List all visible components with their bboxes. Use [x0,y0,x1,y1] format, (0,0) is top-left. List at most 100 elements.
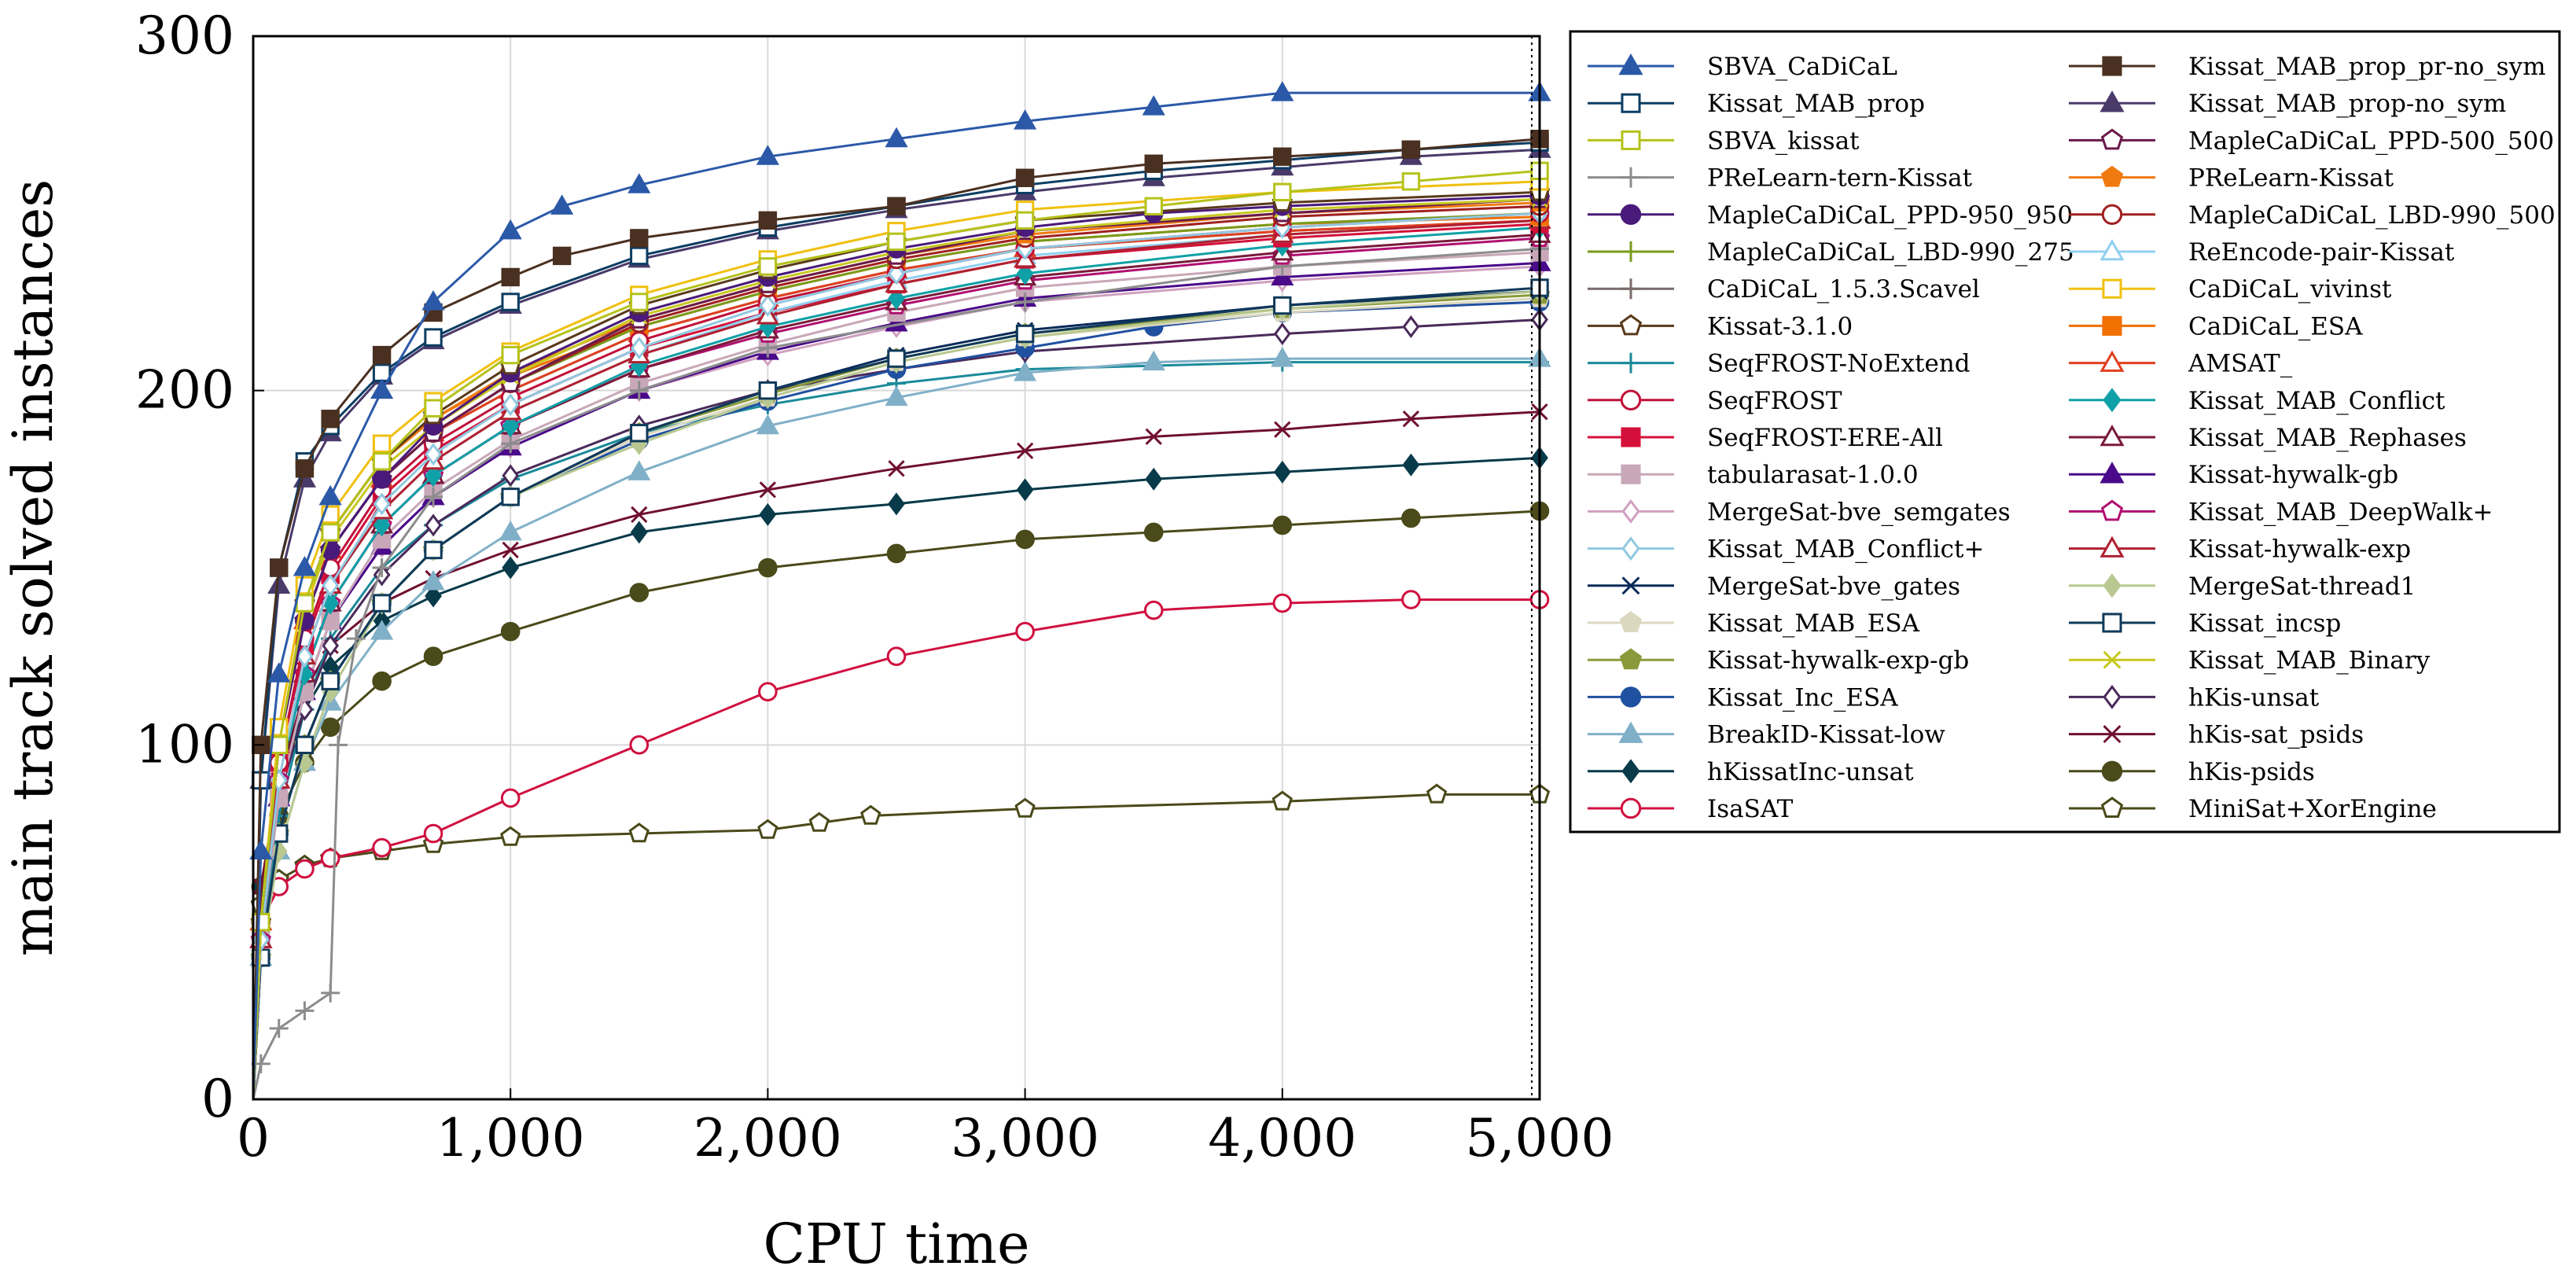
legend-label: hKis-unsat [2188,683,2320,712]
legend-marker [1619,314,1643,336]
legend-label: Kissat-hywalk-gb [2188,461,2398,489]
data-point [756,145,779,165]
data-point [886,543,907,564]
data-point [252,912,270,932]
x-tick-label: 1,000 [436,1108,585,1168]
legend-marker [1621,352,1641,374]
legend-label: BreakID-Kissat-low [1707,721,1945,749]
data-point [808,811,830,832]
data-point [1272,593,1293,613]
legend-marker [2102,278,2122,299]
legend-label: Kissat_MAB_prop [1707,90,1925,118]
legend-label: SeqFROST [1707,387,1842,415]
legend-label: MiniSat+XorEngine [2188,795,2437,823]
x-tick-label: 4,000 [1208,1108,1356,1168]
y-tick-label: 300 [135,6,234,66]
data-point [1014,361,1037,381]
data-point [1015,529,1035,550]
data-point [500,826,521,846]
y-tick-label: 100 [135,714,234,775]
y-axis-title: main track solved instances [1,179,65,956]
series-hKis-unsat [252,308,1548,1100]
legend-label: tabularasat-1.0.0 [1707,461,1919,489]
legend-label: Kissat_MAB_Conflict+ [1707,535,1984,564]
data-point [630,293,649,311]
data-point [1016,478,1034,502]
legend-label: SeqFROST-NoExtend [1707,350,1971,378]
x-tick-label: 5,000 [1466,1108,1614,1168]
data-point [423,823,443,844]
data-point [267,662,291,683]
legend-marker [1618,53,1643,75]
legend-item: MiniSat+XorEngine [2069,795,2437,823]
legend-item: Kissat_MAB_prop_pr-no_sym [2069,53,2546,81]
data-point [373,492,391,516]
data-point [320,717,340,738]
data-point [756,414,779,435]
data-point [860,804,881,825]
data-point [421,570,445,591]
legend-marker [2101,760,2123,782]
data-point [1401,590,1421,609]
data-point [1401,172,1421,191]
data-point [1014,109,1037,130]
series-line [252,212,1540,1100]
legend-marker [2103,573,2122,598]
legend-marker [2101,204,2123,225]
legend-item: hKissatInc-unsat [1588,758,1914,786]
data-point [887,349,906,368]
data-point [759,481,777,499]
data-point [628,823,650,843]
data-point [757,819,778,839]
legend-label: hKis-psids [2188,758,2315,786]
legend-label: ReEncode-pair-Kissat [2188,238,2455,267]
series-SBVA_CaDiCaL [249,81,1551,1100]
legend-label: Kissat_MAB_Conflict [2188,387,2445,415]
legend-marker [2103,684,2122,709]
data-point [502,464,520,488]
plot-frame [252,35,1541,1101]
grid [252,35,1540,1100]
legend-label: MapleCaDiCaL_PPD-950_950 [1707,201,2073,230]
legend-marker [2100,128,2124,150]
legend-item: Kissat_MAB_Conflict [2069,387,2445,415]
series-Kissat-hywalk-gb [249,251,1551,1100]
data-point [886,646,907,666]
legend-item: MergeSat-bve_semgates [1588,498,2011,526]
legend-item: Kissat_incsp [2069,609,2341,638]
data-point [425,513,442,537]
series-BreakID-Kissat-low [249,347,1551,1100]
data-point [502,541,519,559]
data-point [629,735,650,755]
legend-marker [1621,576,1640,595]
data-point [552,246,572,266]
legend-item: Kissat_MAB_Binary [2069,646,2431,675]
legend-marker [2099,424,2125,447]
legend-marker [1619,611,1643,632]
data-point [249,839,273,860]
legend-marker [2100,499,2124,521]
legend-item: Kissat_Inc_ESA [1588,683,1898,712]
legend-marker [2103,725,2122,744]
data-point [1273,182,1292,201]
legend-label: Kissat_MAB_Rephases [2188,424,2467,452]
series-line [252,793,1540,1100]
data-point [1144,197,1163,216]
series-line [252,180,1540,1100]
data-point [629,583,650,602]
legend-label: PReLearn-Kissat [2188,164,2394,193]
legend-item: hKis-psids [2069,758,2315,786]
data-point [888,492,905,516]
data-point [1015,324,1035,344]
data-point [502,414,520,438]
legend-marker [2099,535,2125,558]
data-point [1402,410,1420,428]
data-point [1426,783,1448,804]
legend: SBVA_CaDiCaL Kissat_MAB_prop SBVA_kissat PR… [1569,30,2561,834]
data-point [372,469,392,489]
series-Kissat_Inc_ESA [251,292,1550,1100]
data-point [1015,211,1035,230]
legend-item: Kissat-hywalk-exp-gb [1588,646,1969,675]
legend-label: MergeSat-thread1 [2188,572,2416,601]
